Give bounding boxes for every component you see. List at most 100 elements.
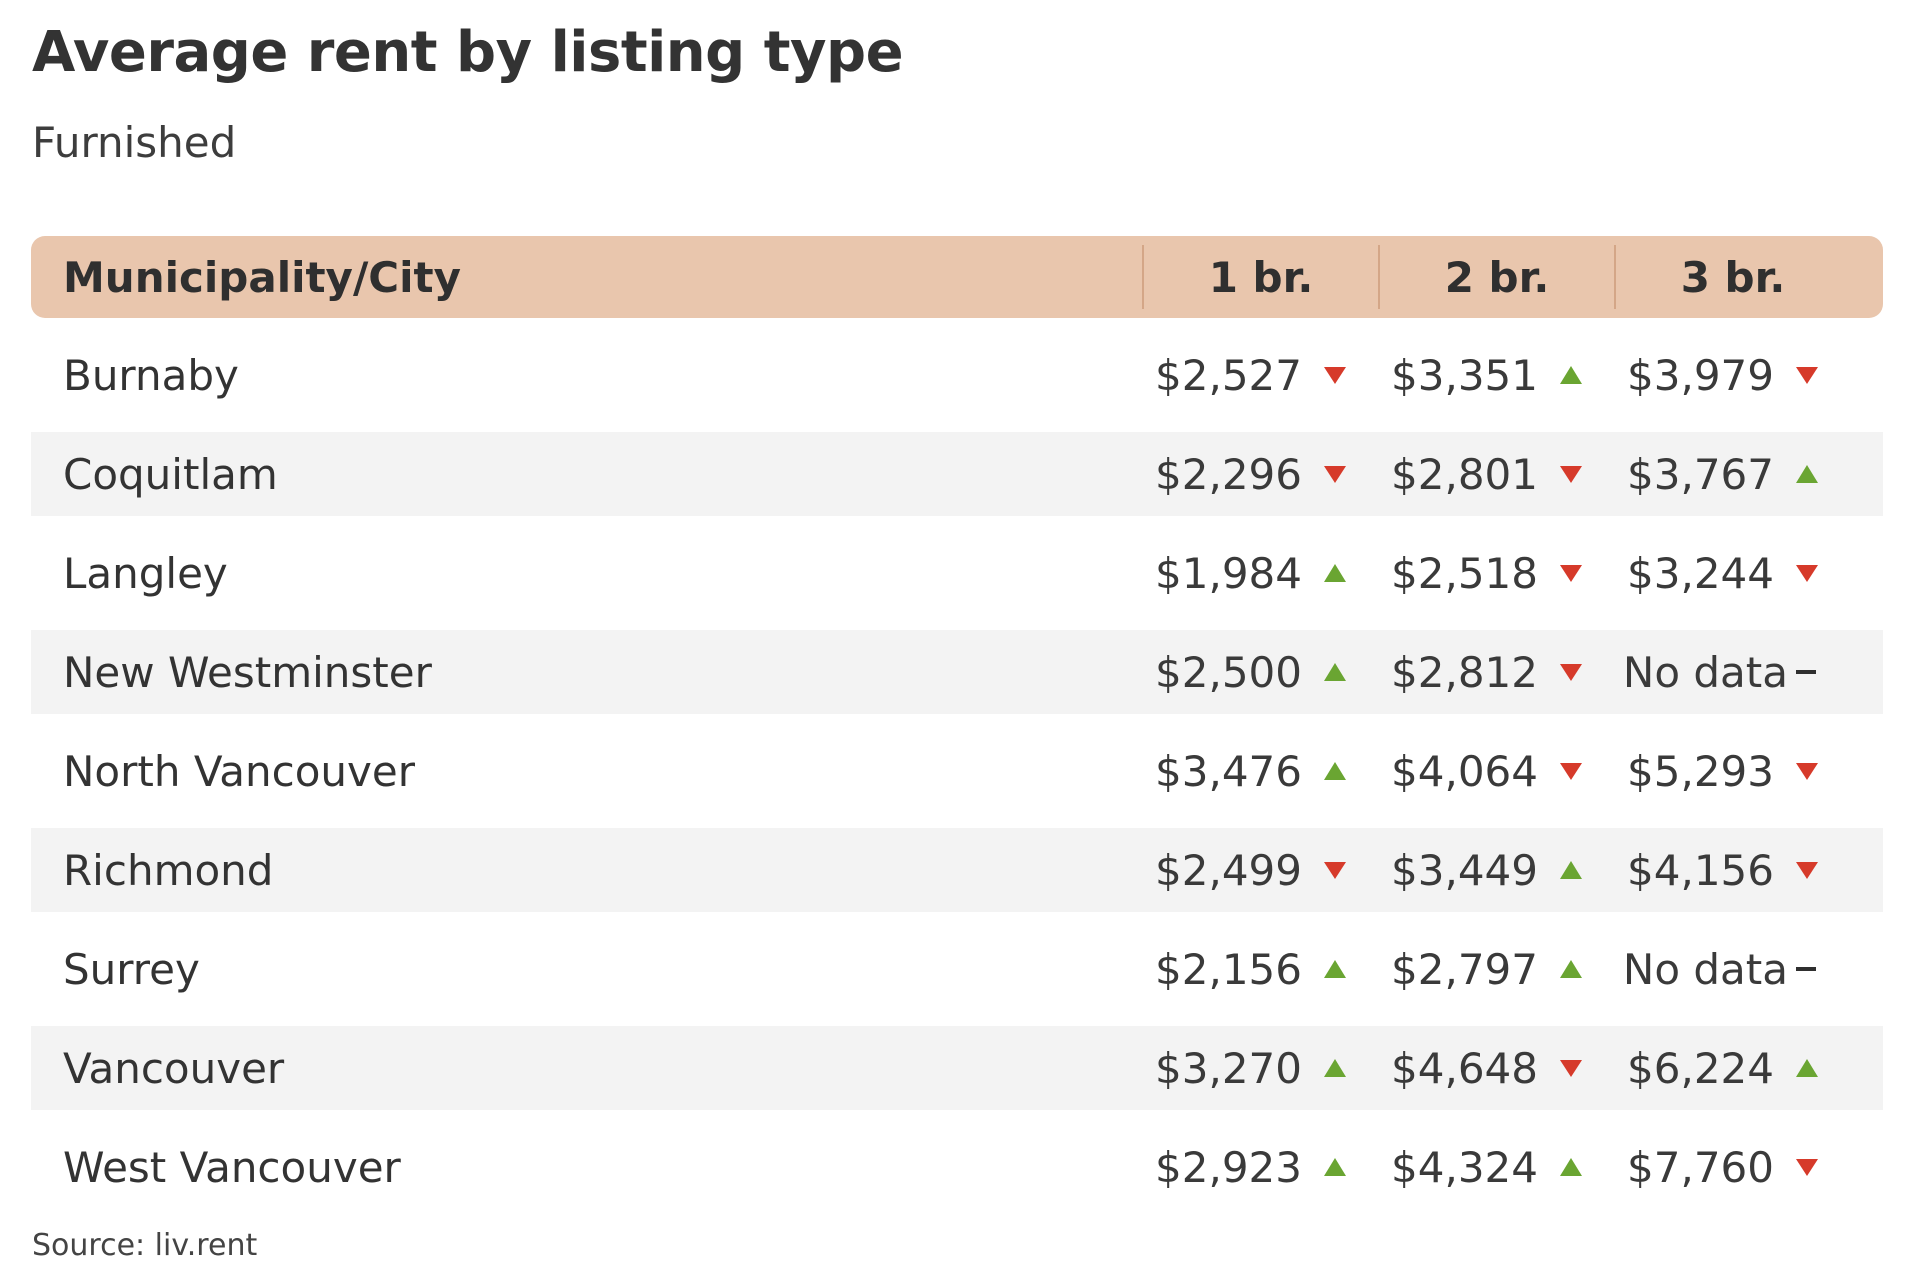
trend-down-icon [1558,463,1584,485]
rent-cell-1br: $2,296 [1142,450,1378,499]
table-row: Coquitlam $2,296 $2,801 $3,767 [31,432,1883,516]
rent-cell-3br: $3,979 [1614,351,1850,400]
rent-cell-3br: $4,156 [1614,846,1850,895]
rent-cell-1br: $3,270 [1142,1044,1378,1093]
city-name: New Westminster [63,647,432,697]
rent-cell-1br: $2,527 [1142,351,1378,400]
city-name: Richmond [63,845,274,895]
trend-down-icon [1558,562,1584,584]
trend-up-icon [1322,661,1348,683]
rent-value: $3,244 [1627,548,1774,598]
rent-value: $3,979 [1627,350,1774,400]
trend-up-icon [1794,1057,1820,1079]
rent-cell-3br: $5,293 [1614,747,1850,796]
city-name: Langley [63,548,228,598]
rent-cell-1br: $3,476 [1142,747,1378,796]
rent-value: $2,500 [1155,647,1302,697]
trend-down-icon [1558,1057,1584,1079]
rent-cell-2br: $3,351 [1378,351,1614,400]
header-1br: 1 br. [1142,245,1378,309]
table-body: Burnaby $2,527 $3,351 $3,979 Coquitlam $2,296… [31,333,1883,1209]
rent-cell-3br: No data [1614,648,1850,697]
rent-value: $1,984 [1155,548,1302,598]
rent-value: $2,296 [1155,449,1302,499]
trend-down-icon [1558,760,1584,782]
header-3br: 3 br. [1614,245,1850,309]
rent-cell-2br: $4,648 [1378,1044,1614,1093]
rent-value: $4,156 [1627,845,1774,895]
chart-title: Average rent by listing type [32,20,904,85]
rent-value: $2,923 [1155,1142,1302,1192]
trend-up-icon [1322,1156,1348,1178]
rent-value: $7,760 [1627,1142,1774,1192]
trend-down-icon [1322,859,1348,881]
trend-down-icon [1322,463,1348,485]
rent-cell-3br: $3,244 [1614,549,1850,598]
rent-value: No data [1622,944,1788,994]
rent-cell-2br: $2,812 [1378,648,1614,697]
source-note: Source: liv.rent [32,1228,258,1263]
city-name: West Vancouver [63,1142,401,1192]
chart-subtitle: Furnished [32,118,237,167]
city-name: Burnaby [63,350,239,400]
trend-up-icon [1558,859,1584,881]
rent-cell-3br: $7,760 [1614,1143,1850,1192]
rent-cell-2br: $2,797 [1378,945,1614,994]
rent-value: $4,648 [1391,1043,1538,1093]
header-2br: 2 br. [1378,245,1614,309]
rent-cell-2br: $2,801 [1378,450,1614,499]
trend-down-icon [1794,760,1820,782]
rent-cell-3br: No data [1614,945,1850,994]
trend-up-icon [1558,364,1584,386]
city-name: Coquitlam [63,449,278,499]
rent-cell-1br: $2,923 [1142,1143,1378,1192]
trend-up-icon [1322,760,1348,782]
city-name: Surrey [63,944,200,994]
table-row: Vancouver $3,270 $4,648 $6,224 [31,1026,1883,1110]
rent-value: $2,801 [1391,449,1538,499]
rent-value: $2,518 [1391,548,1538,598]
city-name: Vancouver [63,1043,285,1093]
rent-cell-1br: $2,156 [1142,945,1378,994]
city-name: North Vancouver [63,746,416,796]
rent-value: $3,476 [1155,746,1302,796]
trend-down-icon [1322,364,1348,386]
table-row: Surrey $2,156 $2,797 No data [31,927,1883,1011]
trend-flat-icon [1794,661,1820,683]
rent-value: $4,064 [1391,746,1538,796]
rent-value: $2,812 [1391,647,1538,697]
rent-cell-2br: $2,518 [1378,549,1614,598]
rent-value: $6,224 [1627,1043,1774,1093]
trend-up-icon [1794,463,1820,485]
rent-cell-2br: $4,064 [1378,747,1614,796]
rent-cell-1br: $2,500 [1142,648,1378,697]
trend-down-icon [1794,1156,1820,1178]
rent-value: $2,527 [1155,350,1302,400]
rent-cell-2br: $4,324 [1378,1143,1614,1192]
table-row: West Vancouver $2,923 $4,324 $7,760 [31,1125,1883,1209]
rent-value: $2,499 [1155,845,1302,895]
rent-value: $2,156 [1155,944,1302,994]
trend-flat-icon [1794,958,1820,980]
trend-up-icon [1322,562,1348,584]
rent-value: No data [1622,647,1788,697]
rent-value: $5,293 [1627,746,1774,796]
rent-value: $4,324 [1391,1142,1538,1192]
rent-value: $3,270 [1155,1043,1302,1093]
trend-down-icon [1794,364,1820,386]
rent-value: $3,449 [1391,845,1538,895]
trend-up-icon [1322,1057,1348,1079]
trend-up-icon [1558,1156,1584,1178]
trend-up-icon [1558,958,1584,980]
table-header: Municipality/City 1 br. 2 br. 3 br. [31,236,1883,318]
rent-value: $2,797 [1391,944,1538,994]
rent-table: Municipality/City 1 br. 2 br. 3 br. Burn… [31,236,1883,1209]
rent-cell-3br: $6,224 [1614,1044,1850,1093]
table-row: Richmond $2,499 $3,449 $4,156 [31,828,1883,912]
rent-cell-1br: $2,499 [1142,846,1378,895]
rent-value: $3,351 [1391,350,1538,400]
table-row: Langley $1,984 $2,518 $3,244 [31,531,1883,615]
table-row: New Westminster $2,500 $2,812 No data [31,630,1883,714]
rent-cell-3br: $3,767 [1614,450,1850,499]
header-municipality: Municipality/City [63,252,461,302]
